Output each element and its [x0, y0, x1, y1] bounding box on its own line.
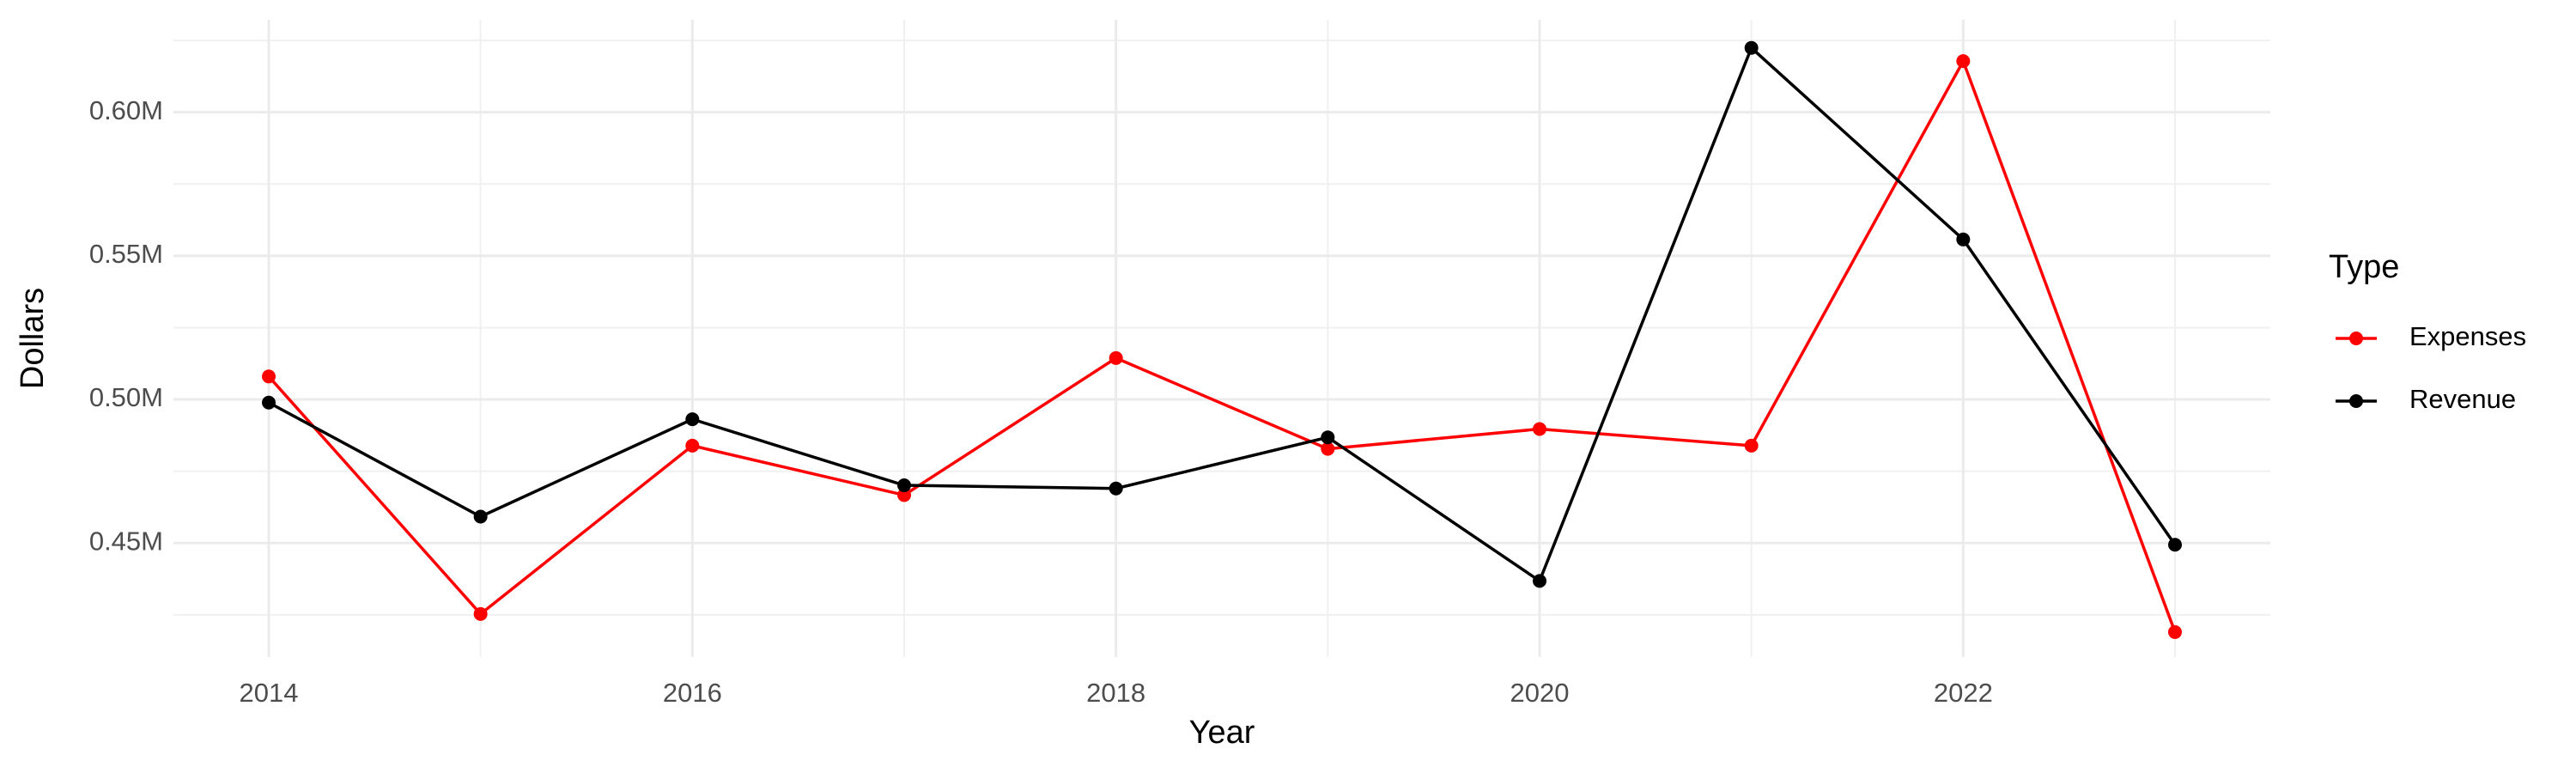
- data-point: [262, 369, 276, 384]
- legend-point: [2349, 394, 2363, 408]
- data-point: [685, 412, 700, 427]
- data-point: [2168, 538, 2182, 552]
- data-point: [1533, 422, 1546, 436]
- data-point: [1956, 54, 1971, 69]
- data-point: [1109, 350, 1123, 365]
- x-tick-label: 2014: [240, 678, 299, 708]
- data-point: [1321, 441, 1335, 456]
- data-point: [1533, 574, 1546, 588]
- legend-point: [2349, 332, 2363, 345]
- data-point: [262, 395, 276, 410]
- data-point: [473, 606, 488, 621]
- data-point: [1744, 40, 1759, 55]
- y-tick-label: 0.60M: [89, 95, 163, 125]
- y-tick-label: 0.45M: [89, 526, 163, 556]
- y-tick-label: 0.50M: [89, 382, 163, 412]
- x-tick-label: 2020: [1510, 678, 1570, 708]
- legend-label: Revenue: [2409, 384, 2516, 414]
- data-point: [897, 478, 911, 493]
- data-point: [1744, 438, 1759, 453]
- data-point: [1109, 481, 1123, 496]
- series-line: [267, 57, 2177, 633]
- x-axis-title: Year: [1189, 715, 1255, 751]
- legend-label: Expenses: [2409, 321, 2526, 351]
- data-point: [1321, 430, 1335, 445]
- x-tick-label: 2022: [1934, 678, 1993, 708]
- y-axis-title: Dollars: [15, 288, 51, 389]
- data-point: [685, 438, 700, 453]
- data-point: [1956, 232, 1971, 247]
- x-tick-label: 2018: [1086, 678, 1145, 708]
- data-point: [473, 509, 488, 524]
- y-tick-label: 0.55M: [89, 239, 163, 269]
- x-tick-label: 2016: [663, 678, 722, 708]
- data-point: [897, 488, 911, 502]
- legend-title: Type: [2329, 249, 2399, 285]
- data-point: [2168, 624, 2182, 639]
- series-line: [268, 45, 2177, 584]
